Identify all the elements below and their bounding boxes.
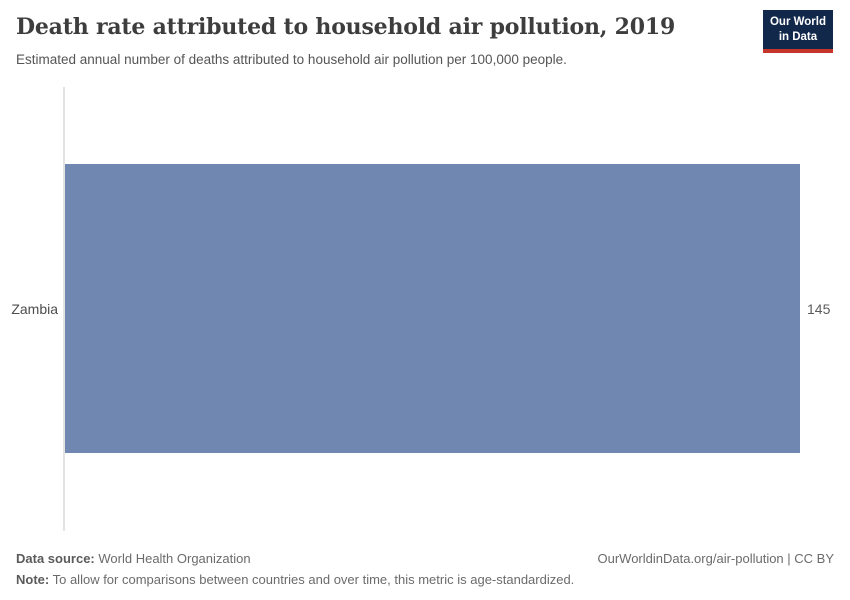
logo-text-line1: Our World <box>769 16 826 28</box>
note-label: Note: <box>16 572 50 587</box>
entity-label-zambia: Zambia <box>11 300 58 317</box>
logo-text-line2: in Data <box>778 30 818 43</box>
data-source-line: Data source: World Health Organization <box>16 548 834 569</box>
data-source-label: Data source: <box>16 551 95 566</box>
bar-chart-plot: Zambia 145 <box>0 87 850 531</box>
value-label: 145 <box>807 300 831 317</box>
page-title: Death rate attributed to household air p… <box>16 14 676 40</box>
y-axis-line <box>63 87 65 531</box>
chart-footer: Data source: World Health Organization N… <box>16 548 834 590</box>
owid-logo[interactable]: Our World in Data <box>762 10 833 53</box>
chart-subtitle: Estimated annual number of deaths attrib… <box>16 52 567 67</box>
note-line: Note: To allow for comparisons between c… <box>16 569 834 590</box>
bar-zambia[interactable] <box>65 164 800 453</box>
data-source-value: World Health Organization <box>98 551 251 566</box>
credit-link[interactable]: OurWorldinData.org/air-pollution | CC BY <box>597 551 834 566</box>
bar-row: 145 <box>65 164 830 453</box>
note-value: To allow for comparisons between countri… <box>52 572 575 587</box>
